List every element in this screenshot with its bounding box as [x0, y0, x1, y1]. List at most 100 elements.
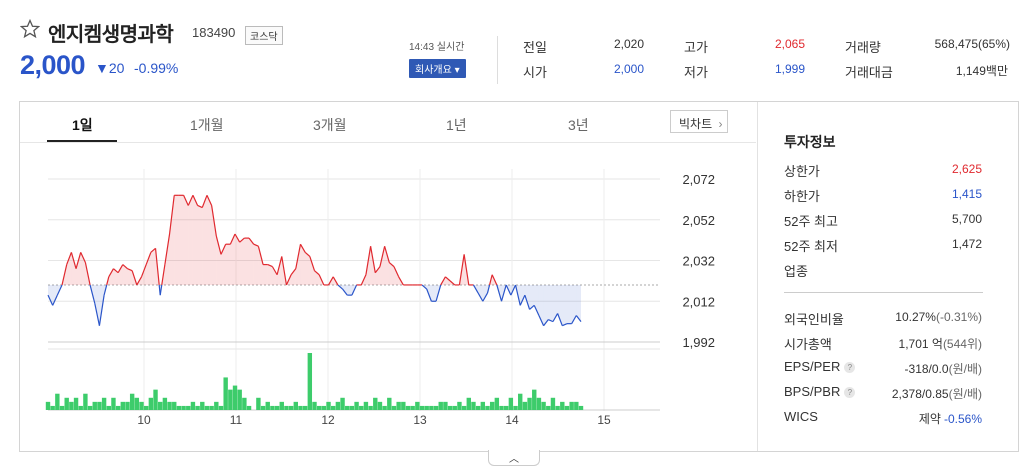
price-area — [52, 284, 58, 306]
stock-code: 183490 — [192, 25, 236, 40]
price-line-segment — [215, 235, 222, 255]
price-line-segment — [201, 195, 208, 208]
volume-bar — [410, 405, 415, 410]
price-line-segment — [239, 237, 245, 243]
price-line-segment — [84, 262, 91, 286]
price-area — [178, 195, 184, 285]
y-tick-label: 2,012 — [682, 294, 715, 309]
volume-bar — [560, 401, 565, 410]
price-line-segment — [351, 284, 358, 296]
price-area — [389, 262, 394, 285]
price-line-segment — [220, 243, 227, 255]
price-line-segment — [529, 304, 535, 310]
help-icon[interactable]: ? — [844, 362, 856, 374]
price-line-segment — [374, 266, 381, 274]
volume-bar — [181, 405, 186, 410]
price-line-segment — [314, 270, 320, 276]
price-line-segment — [253, 243, 259, 247]
volume-bar — [396, 401, 401, 410]
header-divider — [497, 36, 498, 84]
price-area — [253, 244, 259, 285]
price-line-segment — [514, 284, 521, 306]
price-line-segment — [70, 252, 77, 269]
y-tick-label: 2,032 — [682, 254, 715, 269]
help-icon[interactable]: ? — [844, 387, 856, 399]
collapse-toggle-button[interactable]: ︿ — [488, 450, 540, 466]
tab-3year[interactable]: 3년 — [568, 117, 589, 133]
tab-1month[interactable]: 1개월 — [190, 117, 224, 133]
volume-bar — [391, 405, 397, 410]
volume-bar — [359, 405, 364, 410]
y-tick-label: 2,052 — [682, 213, 715, 228]
price-line-segment — [538, 315, 545, 326]
price-line-segment — [365, 246, 372, 275]
invest2-value-2: -318/0.0(원/배) — [904, 362, 982, 376]
price-line-segment — [552, 313, 559, 322]
price-area — [393, 266, 399, 285]
invest-value-2: 5,700 — [951, 212, 982, 226]
price-area — [277, 256, 282, 285]
company-overview-button[interactable]: 회사개요 ▾ — [409, 59, 466, 78]
volume-bar — [242, 397, 247, 410]
volume-bar — [354, 401, 359, 410]
tab-1year[interactable]: 1년 — [446, 117, 467, 133]
volume-bar — [373, 397, 378, 410]
open-label: 시가 — [523, 65, 547, 80]
volume-bar — [176, 405, 182, 410]
volume-bar — [331, 405, 336, 410]
volume-bar — [452, 405, 457, 410]
price-area — [295, 244, 301, 285]
tab-1day[interactable]: 1일 — [72, 117, 93, 133]
investment-info-title: 투자정보 — [784, 134, 836, 150]
price-line-segment — [370, 246, 376, 273]
price-area — [94, 284, 100, 326]
volume-bar — [503, 405, 509, 410]
price-area — [291, 268, 296, 285]
volume-bar — [97, 401, 102, 410]
price-area — [225, 244, 231, 285]
price-line-segment — [89, 284, 96, 304]
price-line-segment — [543, 319, 549, 327]
price-line-segment — [435, 284, 442, 302]
chevron-up-icon: ︿ — [509, 454, 519, 465]
low-label: 저가 — [684, 65, 708, 80]
price-chart[interactable]: 2,072 2,052 2,032 2,012 1,992 10 11 12 13 14 15 — [20, 143, 720, 433]
invest2-value-4: 제약 -0.56% — [918, 412, 982, 426]
price-line-segment — [337, 284, 343, 290]
volume-bar — [59, 405, 65, 410]
prev-close-label: 전일 — [523, 40, 547, 55]
price-line-segment — [318, 274, 325, 286]
price-line-segment — [131, 270, 138, 286]
volume-bar — [429, 405, 434, 410]
price-line-segment — [161, 264, 166, 286]
high-label: 고가 — [684, 40, 708, 55]
volume-bar — [167, 401, 172, 410]
price-area — [384, 246, 390, 285]
price-line-segment — [113, 268, 119, 274]
price-line-segment — [500, 284, 507, 302]
price-line-segment — [379, 246, 386, 267]
volume-bar — [73, 397, 79, 410]
volume-bar — [368, 405, 373, 410]
price-area — [122, 264, 128, 285]
tab-3month[interactable]: 3개월 — [313, 117, 347, 133]
price-line-segment — [342, 288, 348, 296]
invest2-label-3: BPS/PBR? — [784, 384, 856, 399]
volume-bar — [162, 397, 168, 410]
price-area — [48, 284, 53, 306]
volume-bar — [209, 405, 214, 410]
price-line-segment — [94, 303, 101, 326]
price-line-segment — [472, 284, 479, 294]
price-area — [375, 266, 380, 285]
volume-bar — [134, 397, 140, 410]
price-area — [150, 248, 156, 285]
price-area — [202, 195, 207, 285]
big-chart-button[interactable]: 빅차트 › — [670, 110, 728, 133]
price-line-segment — [47, 294, 54, 306]
price-line-segment — [187, 195, 194, 206]
volume-bar — [508, 397, 514, 410]
price-area — [220, 244, 226, 285]
favorite-star-icon[interactable] — [20, 19, 40, 39]
price-line-segment — [488, 274, 493, 286]
price-area — [118, 264, 123, 285]
